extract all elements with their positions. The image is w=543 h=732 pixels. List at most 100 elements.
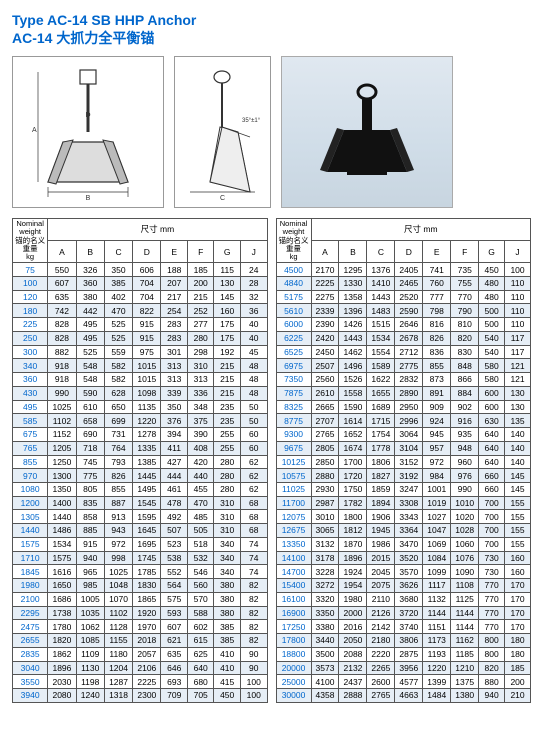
cell-value: 74 <box>240 551 267 565</box>
cell-value: 957 <box>423 441 451 455</box>
cell-value: 280 <box>187 331 213 345</box>
cell-value: 505 <box>187 524 213 538</box>
cell-value: 50 <box>240 414 267 428</box>
cell-value: 60 <box>240 428 267 442</box>
cell-value: 525 <box>104 331 132 345</box>
cell-value: 313 <box>161 359 187 373</box>
table-row: 96752805167417783104957948640140 <box>276 441 531 455</box>
cell-value: 402 <box>104 290 132 304</box>
cell-value: 1278 <box>133 428 161 442</box>
cell-value: 170 <box>505 579 531 593</box>
cell-value: 2132 <box>339 661 367 675</box>
cell-value: 1220 <box>423 661 451 675</box>
cell-value: 82 <box>240 634 267 648</box>
cell-nominal: 1305 <box>13 510 48 524</box>
cell-value: 215 <box>214 359 240 373</box>
cell-value: 2265 <box>367 661 395 675</box>
cell-nominal: 4840 <box>276 276 311 290</box>
cell-value: 1495 <box>133 483 161 497</box>
table-row: 3040189611301204210664664041090 <box>13 661 268 675</box>
cell-value: 3350 <box>311 606 339 620</box>
cell-value: 115 <box>214 263 240 277</box>
th-col: D <box>395 241 423 263</box>
cell-value: 140 <box>505 441 531 455</box>
cell-value: 2170 <box>311 263 339 277</box>
cell-value: 628 <box>104 386 132 400</box>
cell-value: 3573 <box>311 661 339 675</box>
cell-value: 207 <box>161 276 187 290</box>
cell-value: 742 <box>48 304 76 318</box>
cell-value: 478 <box>161 496 187 510</box>
table-row: 30088252555997530129819245 <box>13 345 268 359</box>
table-row: 20000357321322265395612201210820185 <box>276 661 531 675</box>
cell-value: 730 <box>479 551 505 565</box>
cell-value: 826 <box>104 469 132 483</box>
cell-value: 1862 <box>48 647 76 661</box>
cell-value: 155 <box>505 524 531 538</box>
cell-value: 600 <box>479 386 505 400</box>
cell-value: 975 <box>133 345 161 359</box>
cell-value: 1128 <box>104 620 132 634</box>
cell-value: 1005 <box>76 592 104 606</box>
cell-value: 4577 <box>395 675 423 689</box>
cell-value: 836 <box>423 345 451 359</box>
cell-value: 2610 <box>311 386 339 400</box>
cell-value: 500 <box>479 318 505 332</box>
cell-value: 420 <box>187 455 213 469</box>
cell-value: 1330 <box>339 276 367 290</box>
cell-value: 385 <box>214 634 240 648</box>
cell-value: 602 <box>187 620 213 634</box>
cell-value: 1715 <box>367 414 395 428</box>
cell-value: 699 <box>104 414 132 428</box>
table-row: 25000410024372600457713991375880200 <box>276 675 531 689</box>
cell-value: 822 <box>133 304 161 318</box>
table-row: 73502560152616222832873866580121 <box>276 373 531 387</box>
cell-value: 1924 <box>339 565 367 579</box>
cell-value: 1483 <box>367 304 395 318</box>
table-row: 9701300775826144544444028062 <box>13 469 268 483</box>
cell-value: 564 <box>161 579 187 593</box>
cell-value: 2050 <box>339 634 367 648</box>
cell-value: 1780 <box>48 620 76 634</box>
cell-value: 718 <box>76 441 104 455</box>
cell-nominal: 2475 <box>13 620 48 634</box>
cell-value: 1020 <box>451 510 479 524</box>
cell-value: 495 <box>76 331 104 345</box>
cell-value: 45 <box>240 345 267 359</box>
cell-value: 1399 <box>423 675 451 689</box>
table-row: 17101575940998174553853234074 <box>13 551 268 565</box>
th-col: C <box>367 241 395 263</box>
cell-value: 820 <box>451 331 479 345</box>
cell-value: 1754 <box>367 428 395 442</box>
cell-value: 593 <box>161 606 187 620</box>
cell-value: 2775 <box>395 359 423 373</box>
cell-value: 495 <box>76 318 104 332</box>
cell-value: 1019 <box>423 496 451 510</box>
cell-value: 32 <box>240 290 267 304</box>
cell-value: 1152 <box>48 428 76 442</box>
cell-value: 704 <box>133 276 161 290</box>
cell-value: 607 <box>48 276 76 290</box>
cell-value: 3152 <box>395 455 423 469</box>
th-nominal: Nominal weight 锚的名义重量 kg <box>276 219 311 263</box>
cell-nominal: 120 <box>13 290 48 304</box>
cell-value: 1090 <box>451 565 479 579</box>
cell-value: 518 <box>187 537 213 551</box>
cell-value: 1300 <box>48 469 76 483</box>
cell-nominal: 25000 <box>276 675 311 689</box>
cell-value: 192 <box>214 345 240 359</box>
cell-value: 538 <box>161 551 187 565</box>
cell-value: 3520 <box>395 551 423 565</box>
cell-value: 117 <box>505 331 531 345</box>
cell-value: 1155 <box>104 634 132 648</box>
anchor-front-diagram: B A D <box>12 56 164 208</box>
cell-value: 700 <box>479 496 505 510</box>
cell-value: 1144 <box>451 620 479 634</box>
cell-value: 2765 <box>311 428 339 442</box>
cell-nominal: 16100 <box>276 592 311 606</box>
cell-value: 700 <box>479 524 505 538</box>
cell-value: 965 <box>76 565 104 579</box>
cell-nominal: 6225 <box>276 331 311 345</box>
table-row: 7651205718764133541140825560 <box>13 441 268 455</box>
cell-value: 3308 <box>395 496 423 510</box>
